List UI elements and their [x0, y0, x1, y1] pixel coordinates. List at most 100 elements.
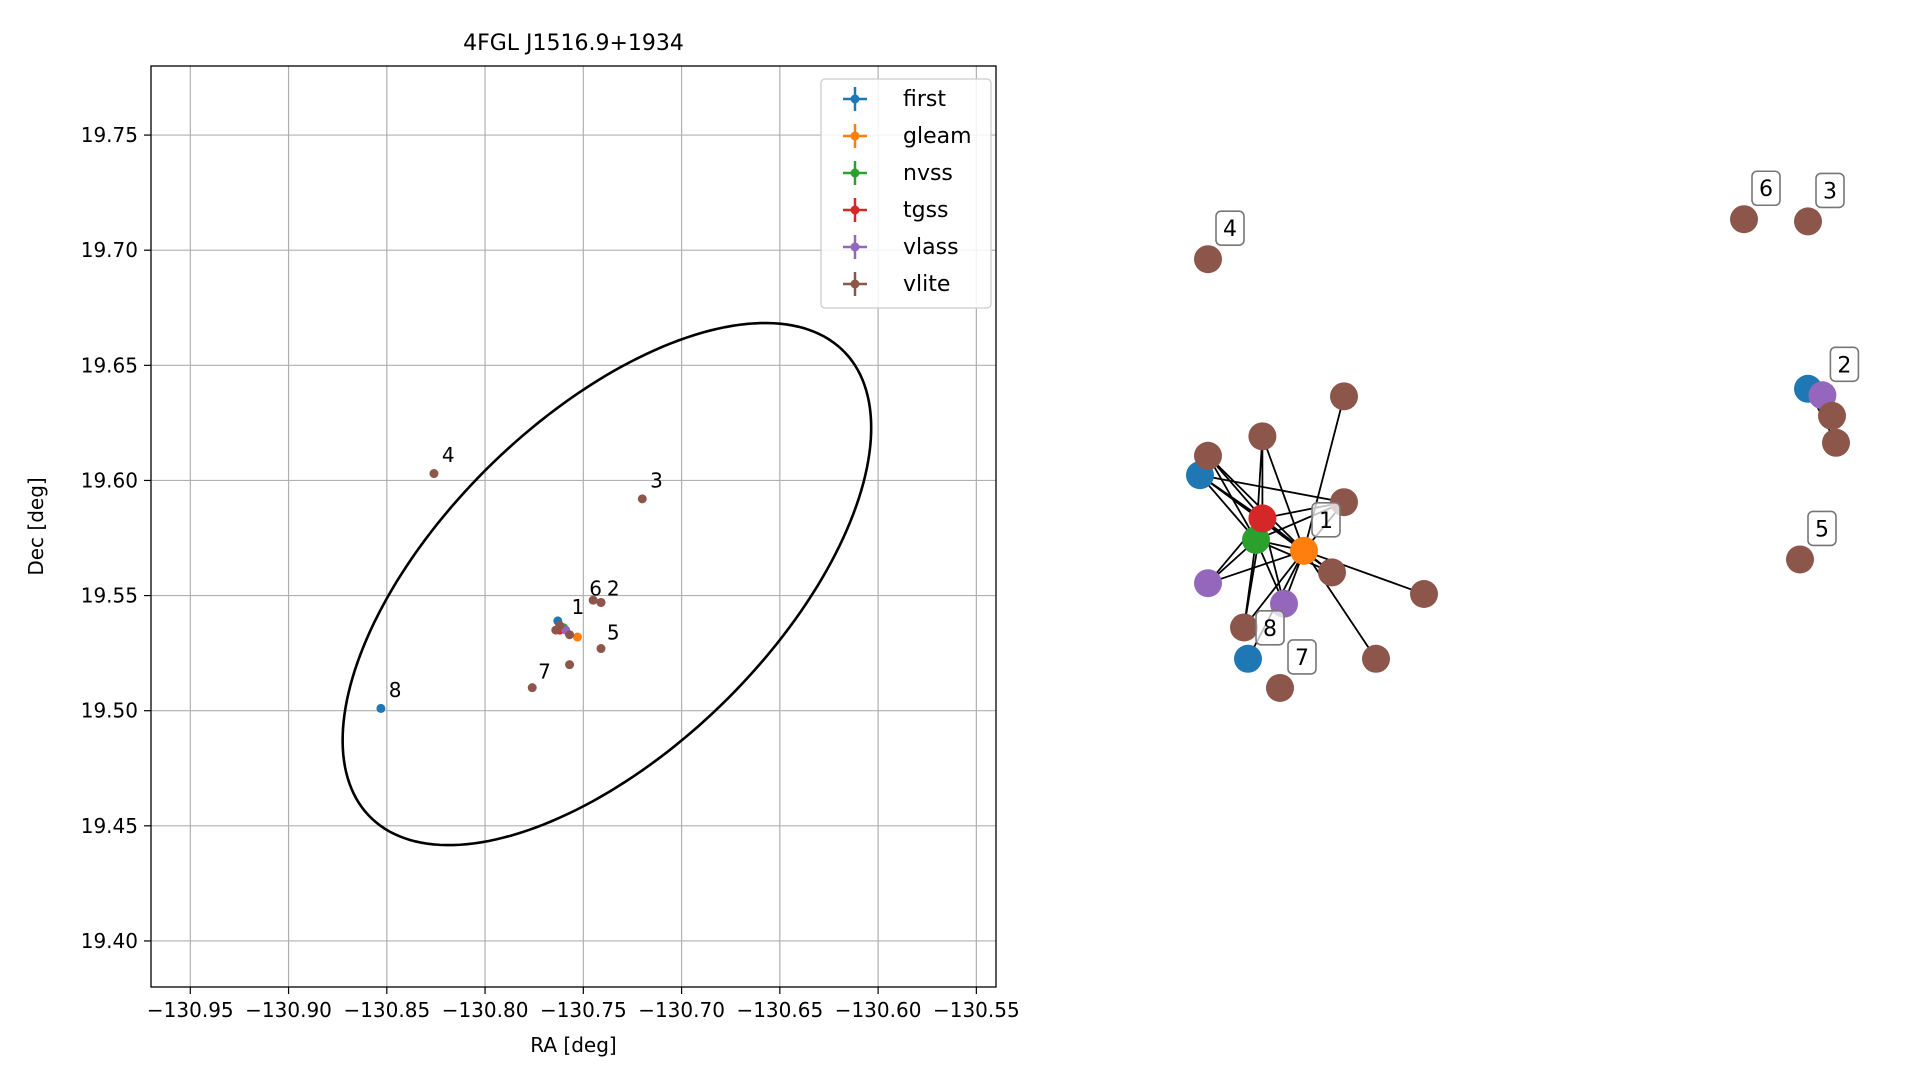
graph-label-box — [1815, 172, 1845, 209]
x-tick-label: −130.95 — [147, 998, 234, 1022]
graph-node-vlite — [1410, 580, 1438, 608]
y-tick-layer: 19.40 19.45 19.50 19.55 19.60 19.65 19.70 19.75 — [81, 123, 151, 953]
data-point-vlite — [596, 597, 606, 607]
y-tick-label: 19.50 — [81, 699, 138, 723]
data-point-vlite — [596, 644, 606, 654]
graph-edge — [1243, 550, 1305, 629]
x-tick-label: −130.65 — [736, 998, 823, 1022]
data-point-vlite — [588, 595, 598, 605]
graph-node-vlite — [1266, 673, 1294, 702]
node-label-layer: 1 2 3 4 5 6 78 — [1215, 170, 1860, 675]
graph-edge — [1303, 550, 1377, 660]
graph-edge — [1199, 474, 1345, 504]
point-annotation: 6 — [589, 577, 602, 601]
data-point-vlite — [527, 683, 537, 693]
data-point-vlite — [565, 660, 575, 670]
y-tick-label: 19.70 — [81, 238, 138, 262]
graph-edge — [1207, 455, 1305, 552]
x-tick-label: −130.80 — [442, 998, 529, 1022]
data-point-gleam — [572, 632, 582, 642]
graph-edge — [1261, 436, 1305, 552]
graph-label-text: 3 — [1823, 179, 1837, 204]
data-point-vlite — [429, 469, 439, 479]
x-axis-label: RA [deg] — [530, 1033, 616, 1057]
data-point-vlite — [555, 621, 565, 631]
graph-label-box — [1215, 210, 1245, 246]
legend-label-first: first — [903, 87, 946, 112]
point-annotation: 4 — [442, 443, 455, 467]
point-annotation: 2 — [607, 577, 620, 601]
y-tick-label: 19.65 — [81, 353, 138, 377]
legend-marker-gleam — [850, 131, 860, 141]
graph-node-vlite — [1230, 613, 1258, 642]
data-points-layer — [376, 469, 647, 713]
graph-edge — [1303, 396, 1345, 552]
x-tick-label: −130.75 — [540, 998, 627, 1022]
y-axis-label: Dec [deg] — [24, 477, 48, 575]
graph-label-text: 6 — [1759, 177, 1773, 202]
graph-node-vlite — [1786, 545, 1814, 574]
graph-label-box — [1751, 170, 1781, 207]
graph-label-box — [1287, 639, 1317, 675]
point-annotation: 5 — [607, 620, 620, 644]
graph-label-text: 8 — [1263, 617, 1277, 642]
error-ellipse — [341, 321, 873, 847]
legend-label-vlite: vlite — [903, 272, 950, 297]
node-layer — [1186, 205, 1850, 702]
x-tick-label: −130.85 — [343, 998, 430, 1022]
legend-label-tgss: tgss — [903, 198, 949, 223]
point-annotation: 1 — [572, 595, 585, 619]
graph-node-tgss — [1248, 504, 1277, 533]
graph-label-box — [1311, 501, 1341, 538]
graph-node-vlite — [1794, 207, 1822, 236]
y-tick-label: 19.40 — [81, 929, 138, 953]
network-graph-panel: 1 2 3 4 5 6 78 — [1186, 170, 1860, 702]
graph-node-vlass — [1194, 569, 1222, 598]
graph-node-vlite — [1248, 422, 1277, 451]
x-tick-layer: −130.95 −130.90 −130.85 −130.80 −130.75 −130.… — [147, 987, 1020, 1022]
data-point-vlite — [637, 494, 647, 504]
legend-marker-first — [850, 94, 860, 104]
legend-label-gleam: gleam — [903, 124, 972, 149]
point-annotation: 3 — [650, 468, 663, 492]
legend-label-nvss: nvss — [903, 161, 953, 186]
graph-label-box — [1807, 510, 1837, 547]
legend: first gleam nvss tgss vlass vlite — [820, 78, 992, 309]
data-point-first — [376, 703, 386, 713]
legend-label-vlass: vlass — [903, 235, 959, 260]
graph-node-vlite — [1818, 401, 1846, 430]
graph-node-vlite — [1194, 245, 1222, 274]
plot-frame — [150, 65, 997, 988]
graph-node-vlite — [1730, 205, 1758, 234]
y-tick-label: 19.60 — [81, 468, 138, 492]
graph-label-text: 2 — [1837, 353, 1851, 378]
graph-label-text: 4 — [1223, 217, 1237, 242]
error-ellipse-layer — [341, 321, 873, 847]
x-tick-label: −130.90 — [245, 998, 332, 1022]
graph-node-vlite — [1330, 382, 1358, 411]
data-point-vlite — [565, 630, 575, 640]
graph-edge — [1199, 474, 1257, 541]
graph-node-gleam — [1290, 536, 1318, 565]
x-tick-label: −130.70 — [638, 998, 725, 1022]
legend-marker-vlite — [850, 279, 860, 289]
graph-label-box — [1829, 346, 1860, 383]
graph-edge — [1207, 549, 1305, 585]
graph-node-vlite — [1194, 441, 1222, 470]
graph-label-text: 1 — [1319, 509, 1333, 534]
point-annotation: 7 — [538, 659, 551, 683]
graph-node-nvss — [1242, 526, 1270, 554]
graph-label-box — [1255, 609, 1285, 646]
y-tick-label: 19.55 — [81, 584, 138, 608]
graph-label-text: 5 — [1815, 517, 1829, 542]
graph-edge — [1303, 549, 1425, 595]
chart-title: 4FGL J1516.9+1934 — [463, 31, 684, 56]
y-tick-label: 19.75 — [81, 123, 138, 147]
graph-label-text: 7 — [1295, 646, 1309, 671]
graph-node-vlite — [1318, 558, 1346, 587]
point-annotation: 8 — [389, 678, 402, 702]
graph-node-vlite — [1362, 644, 1390, 673]
